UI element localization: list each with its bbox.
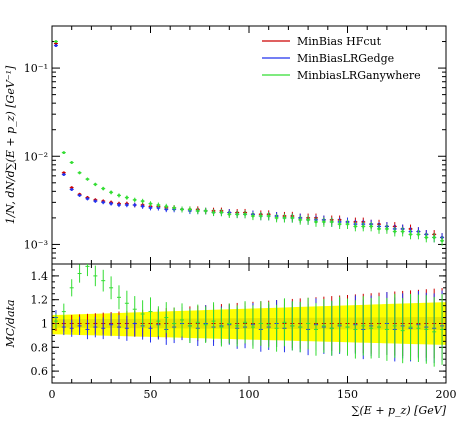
data-point xyxy=(86,177,89,181)
legend-label: MinBias HFcut xyxy=(297,35,382,48)
data-point xyxy=(212,211,215,214)
data-point xyxy=(133,203,137,207)
main-y-axis-title: 1/N, dN/d∑(E + p_z) [GeV⁻¹] xyxy=(4,65,17,224)
data-point xyxy=(109,190,113,194)
data-point xyxy=(54,44,58,47)
data-point xyxy=(440,239,444,243)
data-point xyxy=(306,218,310,222)
data-point xyxy=(133,198,137,202)
ratio-y-tick-label: 0.6 xyxy=(31,365,49,378)
data-point xyxy=(125,203,129,207)
ratio-y-tick-label: 1 xyxy=(41,318,48,331)
data-point xyxy=(369,225,373,228)
data-point xyxy=(338,222,342,226)
data-point xyxy=(259,214,263,218)
data-point xyxy=(227,212,231,216)
data-point xyxy=(164,204,168,208)
data-point xyxy=(70,188,74,191)
x-tick-label: 0 xyxy=(49,388,56,401)
data-point xyxy=(62,151,66,155)
data-point xyxy=(101,187,105,190)
data-point xyxy=(290,216,294,220)
ratio-series-minbiaslrganywhere xyxy=(53,264,445,367)
data-point xyxy=(393,230,397,233)
y-tick-label: 10⁻² xyxy=(24,150,48,163)
data-point xyxy=(346,222,349,226)
data-point xyxy=(78,193,81,197)
data-point xyxy=(220,211,223,214)
data-point xyxy=(78,171,81,175)
ratio-y-tick-label: 1.4 xyxy=(31,270,49,283)
x-tick-label: 150 xyxy=(337,388,358,401)
data-point xyxy=(424,236,428,239)
data-point xyxy=(188,207,192,211)
data-point xyxy=(101,200,105,204)
data-point xyxy=(54,40,58,43)
y-tick-label: 10⁻³ xyxy=(24,238,48,251)
data-point xyxy=(125,196,129,199)
data-point xyxy=(275,216,278,220)
data-point xyxy=(180,207,184,211)
data-point xyxy=(377,227,381,231)
x-tick-label: 50 xyxy=(144,388,158,401)
data-point xyxy=(86,197,89,201)
data-point xyxy=(172,206,176,210)
data-point xyxy=(353,225,357,228)
data-point xyxy=(417,232,420,236)
data-point xyxy=(164,207,168,211)
data-point xyxy=(156,203,160,207)
data-point xyxy=(204,209,208,213)
data-point xyxy=(70,161,74,164)
series-minbiaslrganywhere xyxy=(53,40,445,246)
data-point xyxy=(385,227,389,231)
data-point xyxy=(322,220,326,224)
data-point xyxy=(117,193,121,197)
ratio-panel xyxy=(51,263,447,384)
data-point xyxy=(109,202,113,206)
legend-label: MinbiasLRGanywhere xyxy=(297,69,421,82)
data-point xyxy=(243,212,247,216)
ratio-y-tick-label: 1.2 xyxy=(31,294,49,307)
ratio-y-axis-title: MC/data xyxy=(4,300,17,349)
legend: MinBias HFcut MinBiasLRGedge MinbiasLRGany… xyxy=(262,35,421,82)
data-point xyxy=(93,199,97,203)
data-point xyxy=(149,206,152,210)
ratio-y-tick-label: 0.8 xyxy=(31,341,49,354)
legend-label: MinBiasLRGedge xyxy=(297,52,394,65)
x-tick-label: 100 xyxy=(239,388,260,401)
y-tick-label: 10⁻¹ xyxy=(24,62,48,75)
data-point xyxy=(361,225,365,228)
x-tick-label: 200 xyxy=(436,388,457,401)
data-point xyxy=(298,218,302,222)
data-point xyxy=(117,203,121,207)
data-point xyxy=(196,209,200,213)
data-point xyxy=(235,212,239,216)
data-point xyxy=(93,182,97,186)
data-point xyxy=(267,214,271,218)
labels: 0 50 100 150 200 10⁻¹ 10⁻² 10⁻³ 0.6 0.8 1 1.2 1.4 1/N… xyxy=(4,62,457,417)
data-point xyxy=(156,206,160,210)
x-axis-title: ∑(E + p_z) [GeV] xyxy=(352,404,447,417)
data-point xyxy=(62,173,66,176)
data-point xyxy=(141,199,145,203)
data-point xyxy=(54,42,58,45)
main-panel xyxy=(51,25,447,265)
data-point xyxy=(251,214,255,218)
data-point xyxy=(141,204,145,208)
data-point xyxy=(149,202,152,206)
data-point xyxy=(432,236,436,239)
data-point xyxy=(409,232,412,236)
data-point xyxy=(283,216,286,220)
data-point xyxy=(401,230,405,233)
data-point xyxy=(330,220,334,224)
data-point xyxy=(314,220,318,224)
